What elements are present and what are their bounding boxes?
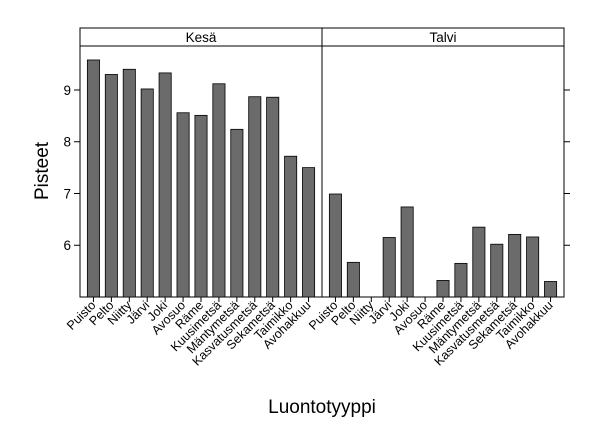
y-tick-label: 9	[63, 83, 71, 98]
bar	[284, 155, 298, 298]
y-tick-label: 6	[63, 238, 71, 253]
bar	[526, 236, 540, 298]
y-tick-label: 8	[63, 135, 71, 150]
x-axis-label: Luontotyyppi	[268, 397, 376, 418]
bar	[158, 72, 172, 298]
bar	[302, 167, 316, 298]
y-tick-label: 7	[63, 186, 71, 201]
bar	[328, 193, 342, 298]
bar	[454, 262, 468, 298]
bar	[472, 226, 486, 298]
bar	[346, 261, 360, 298]
bar	[490, 243, 504, 298]
y-axis-label: Pisteet	[32, 141, 53, 200]
bar	[122, 68, 136, 298]
bar	[436, 280, 450, 298]
y-axis: 6 7 8 9	[63, 83, 570, 253]
bar	[86, 59, 100, 298]
x-axis: PuistoPeltoNiittyJärviJokiAvosuoRämeKuus…	[64, 297, 556, 369]
bar	[508, 233, 522, 298]
bar	[266, 96, 280, 298]
chart-panels: Kesä Talvi	[79, 27, 565, 298]
bar	[248, 96, 262, 298]
bar	[544, 281, 558, 298]
bar	[194, 114, 208, 298]
bar	[176, 112, 190, 298]
panel-1: Talvi	[321, 27, 565, 298]
bar	[400, 206, 414, 298]
panel-strip-label: Kesä	[186, 30, 217, 45]
bar	[212, 83, 226, 298]
bar	[104, 74, 118, 298]
bar	[140, 88, 154, 298]
panel-0: Kesä	[79, 27, 323, 298]
bar	[382, 237, 396, 298]
panel-strip-label: Talvi	[429, 30, 456, 45]
bar	[230, 128, 244, 298]
